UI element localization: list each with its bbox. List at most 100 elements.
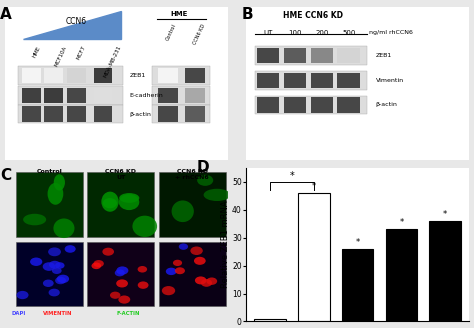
Text: B: B: [241, 7, 253, 22]
Ellipse shape: [119, 194, 139, 210]
Bar: [257, 97, 280, 113]
Text: VIMENTIN: VIMENTIN: [43, 311, 72, 316]
Ellipse shape: [204, 189, 230, 201]
Circle shape: [48, 289, 60, 297]
Circle shape: [195, 277, 207, 284]
Text: *: *: [290, 171, 294, 181]
Circle shape: [116, 266, 128, 275]
Bar: [93, 68, 112, 83]
Bar: [16, 173, 83, 237]
Bar: [22, 68, 41, 83]
Bar: [386, 229, 417, 321]
Text: E-cadherin: E-cadherin: [130, 93, 164, 98]
Bar: [342, 249, 374, 321]
Bar: [255, 96, 366, 114]
Circle shape: [118, 296, 130, 304]
Bar: [22, 106, 41, 122]
Bar: [257, 72, 280, 88]
Text: HME CCN6 KD: HME CCN6 KD: [283, 11, 343, 20]
Bar: [298, 193, 329, 321]
Bar: [158, 68, 178, 83]
Bar: [257, 48, 280, 63]
Bar: [337, 48, 360, 63]
Circle shape: [206, 277, 217, 285]
Circle shape: [17, 291, 28, 299]
Text: *: *: [399, 218, 403, 227]
Circle shape: [49, 261, 61, 269]
Ellipse shape: [119, 193, 139, 203]
Circle shape: [116, 279, 128, 288]
Text: Vimentin: Vimentin: [375, 78, 403, 83]
Ellipse shape: [54, 174, 65, 191]
Bar: [67, 88, 86, 103]
Text: UT: UT: [264, 30, 273, 36]
Text: CCN6 KD: CCN6 KD: [192, 24, 206, 46]
Bar: [255, 71, 366, 90]
Bar: [158, 88, 178, 103]
Text: β-actin: β-actin: [375, 102, 397, 107]
Text: D: D: [197, 160, 210, 175]
Bar: [93, 88, 112, 103]
Circle shape: [64, 245, 76, 253]
Text: Control: Control: [36, 169, 62, 174]
Bar: [284, 48, 306, 63]
Circle shape: [191, 246, 203, 255]
Circle shape: [115, 269, 125, 277]
Circle shape: [110, 292, 120, 299]
Bar: [284, 97, 306, 113]
Bar: [254, 318, 286, 321]
Bar: [67, 106, 86, 122]
Circle shape: [162, 286, 175, 295]
Ellipse shape: [23, 214, 46, 225]
Bar: [16, 241, 83, 306]
Circle shape: [166, 268, 177, 275]
Circle shape: [43, 279, 54, 287]
Ellipse shape: [101, 192, 118, 212]
Text: 500: 500: [342, 30, 356, 36]
Bar: [45, 106, 64, 122]
Bar: [152, 67, 210, 85]
Bar: [67, 68, 86, 83]
Circle shape: [173, 260, 182, 266]
Bar: [45, 68, 64, 83]
Bar: [22, 88, 41, 103]
Circle shape: [194, 257, 206, 265]
Text: DAPI: DAPI: [11, 311, 26, 316]
Circle shape: [43, 262, 55, 271]
Bar: [93, 106, 112, 122]
Circle shape: [179, 243, 188, 250]
Ellipse shape: [47, 183, 64, 205]
Bar: [184, 106, 205, 122]
Bar: [18, 87, 123, 105]
Bar: [255, 47, 366, 65]
Text: F-ACTIN: F-ACTIN: [117, 311, 140, 316]
Bar: [18, 67, 123, 85]
Text: β-actin: β-actin: [130, 112, 152, 116]
Text: Control: Control: [165, 24, 178, 42]
Text: *: *: [312, 182, 316, 191]
Bar: [152, 87, 210, 105]
Circle shape: [55, 262, 64, 269]
Y-axis label: Relative ZEB1 mRNA: Relative ZEB1 mRNA: [221, 201, 230, 288]
Text: MDA-MB-231: MDA-MB-231: [103, 45, 122, 79]
Text: ZEB1: ZEB1: [130, 73, 146, 78]
Bar: [152, 105, 210, 123]
Circle shape: [57, 275, 69, 283]
Circle shape: [138, 281, 148, 289]
Ellipse shape: [103, 198, 117, 208]
Bar: [159, 173, 226, 237]
Circle shape: [201, 279, 212, 287]
Text: 200: 200: [315, 30, 328, 36]
Text: MCF7: MCF7: [76, 45, 87, 61]
Ellipse shape: [54, 218, 74, 238]
Bar: [284, 72, 306, 88]
Text: MCF10A: MCF10A: [54, 45, 68, 67]
Bar: [158, 106, 178, 122]
Bar: [184, 88, 205, 103]
Ellipse shape: [197, 175, 213, 186]
Bar: [184, 68, 205, 83]
Circle shape: [30, 257, 42, 266]
Bar: [45, 88, 64, 103]
Text: A: A: [0, 7, 12, 22]
Bar: [87, 241, 155, 306]
